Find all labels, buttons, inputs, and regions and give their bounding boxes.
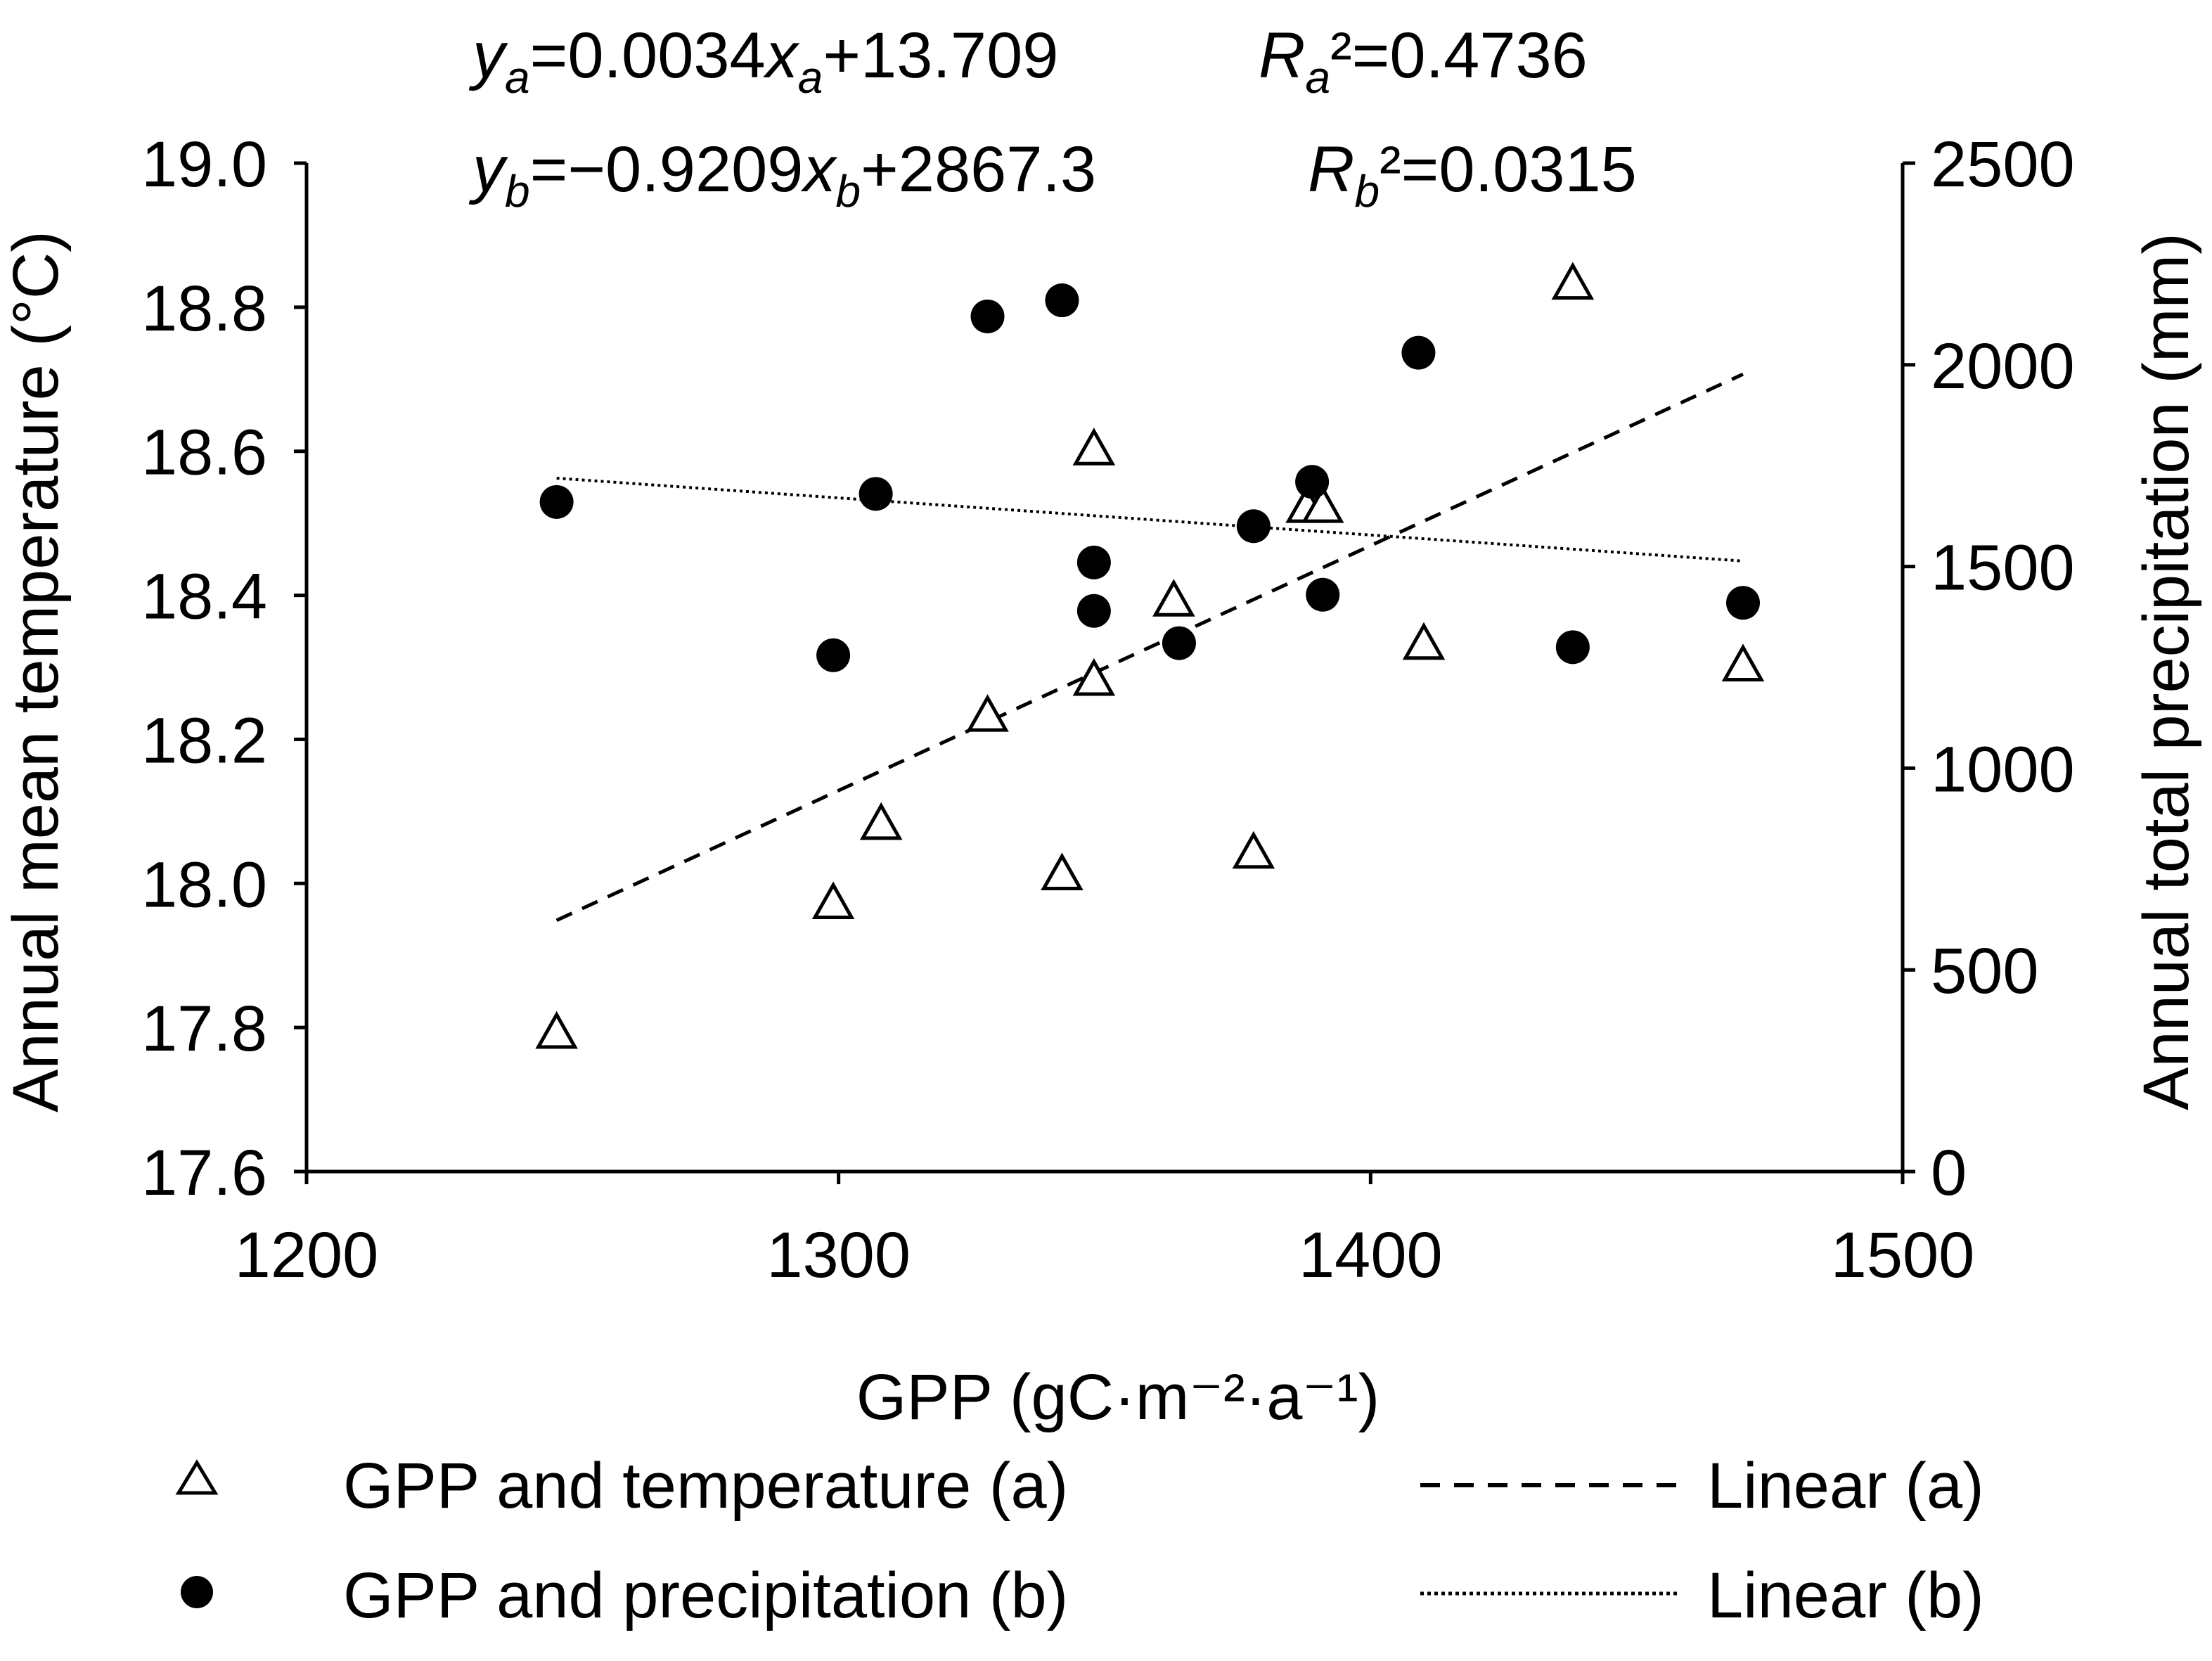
y-axis-right-title: Annual total precipitation (mm) <box>2130 233 2202 1110</box>
precipitation-point <box>816 638 851 672</box>
precipitation-point <box>1162 626 1196 660</box>
x-tick-label: 1500 <box>1831 1219 1975 1291</box>
eq-a-eq: = <box>530 20 568 91</box>
legend-label-linear-a: Linear (a) <box>1707 1450 1984 1522</box>
temperature-point <box>1152 579 1195 617</box>
y-left-tick-label: 18.8 <box>141 273 267 345</box>
x-tick-label: 1400 <box>1299 1219 1443 1291</box>
y-right-tick-label: 1000 <box>1931 733 2075 805</box>
eq-b-y: y <box>468 134 508 205</box>
y-right-tick-label: 2500 <box>1931 129 2075 200</box>
legend-label-linear-b: Linear (b) <box>1707 1560 1984 1631</box>
temperature-point <box>859 802 903 840</box>
temperature-point <box>535 1011 578 1049</box>
eq-b-rsub: b <box>1354 166 1380 217</box>
y-right-tick-label: 500 <box>1931 935 2039 1007</box>
temperature-point <box>1721 643 1765 681</box>
temperature-point <box>1072 658 1116 696</box>
precipitation-point <box>1045 283 1079 318</box>
precipitation-point <box>1076 545 1111 579</box>
eq-b-r: R <box>1308 134 1354 205</box>
trendline-linear-b <box>556 477 1744 563</box>
data-points <box>535 262 1765 1049</box>
y-right-tick-label: 0 <box>1931 1137 1967 1209</box>
eq-b-sq: ²= <box>1380 134 1439 205</box>
precipitation-point <box>1555 630 1590 665</box>
y-left-tick-label: 18.2 <box>141 705 267 776</box>
y-axis-left-title: Annual mean temperature (°C) <box>0 231 72 1112</box>
temperature-point <box>811 881 855 919</box>
x-axis-title: GPP (gC·m⁻²·a⁻¹) <box>856 1361 1380 1433</box>
precipitation-point <box>970 299 1005 333</box>
eq-b-intercept: +2867.3 <box>861 134 1096 205</box>
temperature-point <box>1301 485 1344 523</box>
legend-triangle-marker <box>175 1459 219 1495</box>
legend-label-precipitation: GPP and precipitation (b) <box>343 1560 1068 1631</box>
equation-b: yb=−0.9209xb+2867.3 Rb²=0.0315 <box>468 134 1637 217</box>
precipitation-point <box>859 477 893 511</box>
temperature-point <box>1232 831 1275 869</box>
y-left-tick-label: 17.8 <box>141 993 267 1065</box>
eq-a-r2: 0.4736 <box>1389 20 1587 91</box>
y-right-tick-label: 1500 <box>1931 532 2075 604</box>
y-left-tick-label: 18.6 <box>141 417 267 489</box>
eq-a-sq: ²= <box>1330 20 1389 91</box>
trendline-linear-a <box>555 372 1744 923</box>
temperature-point <box>1072 428 1116 466</box>
eq-b-slope: −0.9209 <box>567 134 803 205</box>
eq-b-x: x <box>800 134 837 205</box>
legend-circle-marker <box>181 1576 213 1608</box>
temperature-point <box>966 694 1009 732</box>
temperature-point <box>1402 622 1446 660</box>
y-right-tick-label: 2000 <box>1931 331 2075 402</box>
temperature-point <box>1551 262 1595 300</box>
temperature-point <box>1041 852 1084 891</box>
eq-b-xsub: b <box>835 166 861 217</box>
eq-a-x: x <box>763 20 800 91</box>
y-left-tick-label: 19.0 <box>141 129 267 200</box>
precipitation-point <box>539 485 574 519</box>
axes: 1200 1300 1400 1500 17.6 17.8 18.0 18.2 18.4 18.6… <box>141 129 2075 1291</box>
x-tick-label: 1200 <box>235 1219 379 1291</box>
precipitation-point <box>1236 509 1271 544</box>
eq-b-ysub: b <box>505 166 530 217</box>
eq-a-r: R <box>1259 20 1305 91</box>
y-left-tick-label: 17.6 <box>141 1137 267 1209</box>
precipitation-point <box>1295 465 1330 499</box>
x-tick-label: 1300 <box>766 1219 911 1291</box>
equation-a: ya=0.0034xa+13.709 Ra²=0.4736 <box>468 20 1588 103</box>
eq-a-rsub: a <box>1305 52 1330 103</box>
eq-a-intercept: +13.709 <box>823 20 1058 91</box>
y-left-tick-label: 18.0 <box>141 849 267 921</box>
y-left-tick-label: 18.4 <box>141 561 267 633</box>
legend-label-temperature: GPP and temperature (a) <box>343 1450 1068 1522</box>
precipitation-point <box>1076 594 1111 628</box>
precipitation-point <box>1401 335 1436 370</box>
eq-b-r2: 0.0315 <box>1439 134 1636 205</box>
eq-a-ysub: a <box>505 52 530 103</box>
eq-a-xsub: a <box>798 52 823 103</box>
legend: GPP and temperature (a) GPP and precipit… <box>175 1450 1984 1631</box>
eq-a-y: y <box>468 20 508 91</box>
eq-b-eq: = <box>530 134 568 205</box>
trendlines <box>555 372 1744 923</box>
precipitation-point <box>1306 577 1340 612</box>
precipitation-point <box>1726 586 1760 620</box>
eq-a-slope: 0.0034 <box>567 20 765 91</box>
